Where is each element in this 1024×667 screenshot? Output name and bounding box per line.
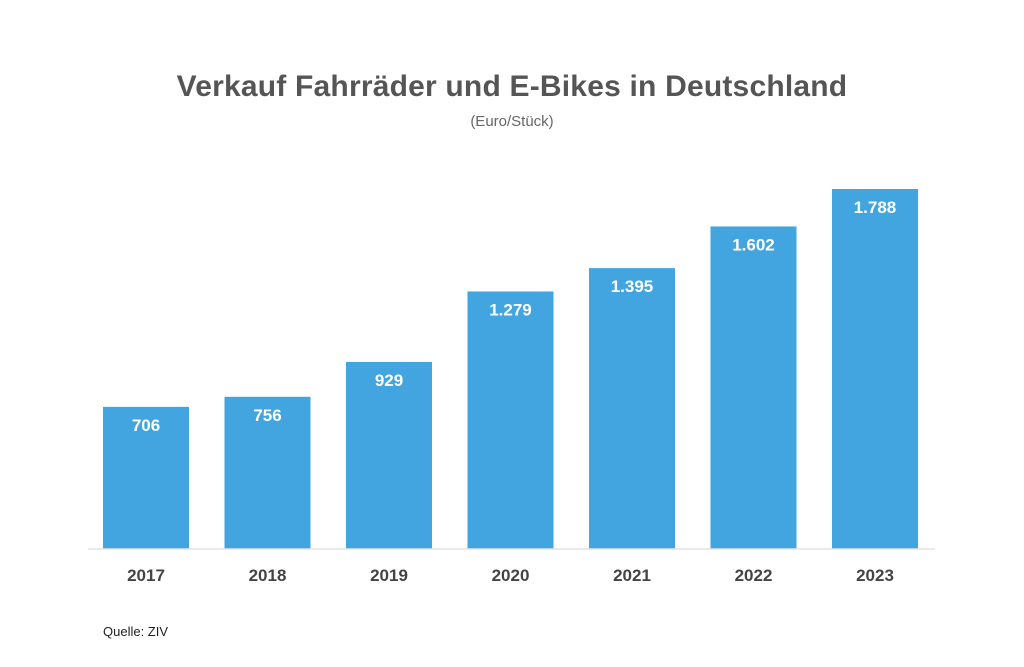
value-label-2023: 1.788 [854, 198, 897, 217]
x-tick-label-2019: 2019 [370, 566, 408, 585]
source-note: Quelle: ZIV [103, 624, 169, 639]
x-tick-label-2023: 2023 [856, 566, 894, 585]
bar-2019 [346, 361, 432, 549]
bar-2020 [467, 291, 554, 549]
value-label-2020: 1.279 [489, 300, 532, 319]
chart-subtitle: (Euro/Stück) [470, 113, 554, 130]
value-label-2019: 929 [375, 371, 403, 390]
value-label-2022: 1.602 [732, 235, 775, 254]
x-tick-label-2017: 2017 [127, 566, 165, 585]
bar-2017 [103, 406, 189, 549]
x-tick-label-2022: 2022 [735, 566, 773, 585]
value-labels-group: 706 756 929 1.279 1.395 1.602 1.788 [132, 198, 896, 435]
x-tick-label-2021: 2021 [613, 566, 651, 585]
bar-2021 [589, 268, 675, 549]
x-tick-label-2018: 2018 [249, 566, 287, 585]
bars-group [103, 189, 918, 550]
bar-2018 [224, 396, 311, 549]
bar-2022 [710, 226, 797, 550]
value-label-2017: 706 [132, 416, 160, 435]
bar-2023 [832, 189, 918, 549]
chart-title: Verkauf Fahrräder und E-Bikes in Deutsch… [176, 70, 848, 103]
x-tick-label-2020: 2020 [492, 566, 530, 585]
value-label-2018: 756 [253, 406, 281, 425]
value-label-2021: 1.395 [611, 277, 654, 296]
x-tick-labels-group: 2017 2018 2019 2020 2021 2022 2023 [127, 566, 894, 585]
